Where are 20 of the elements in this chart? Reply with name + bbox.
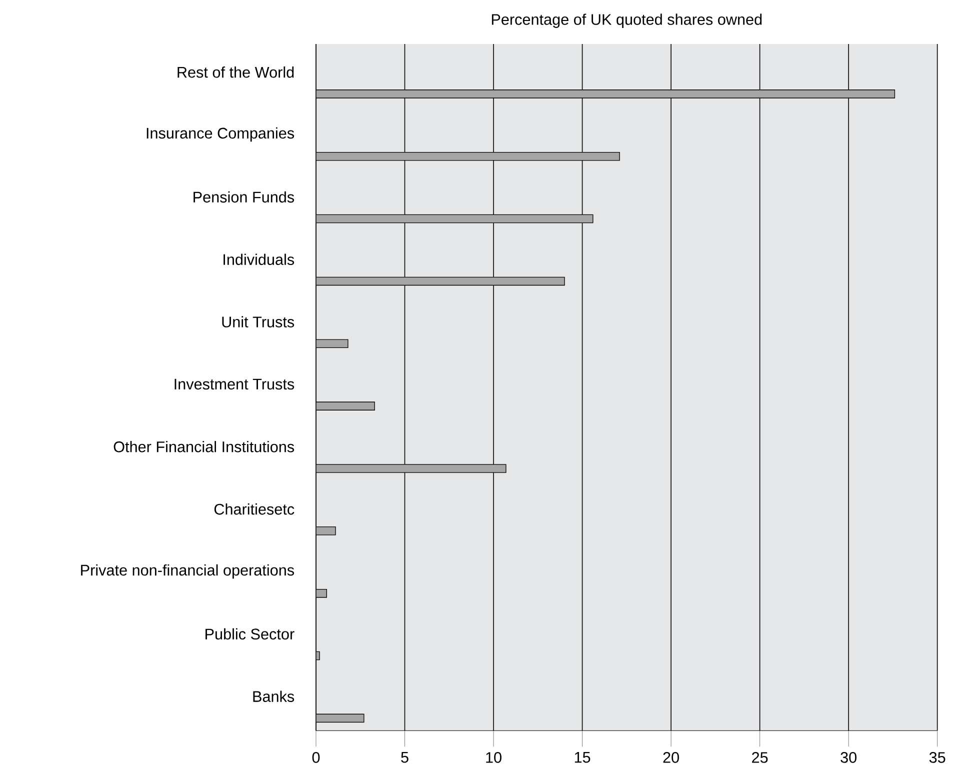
x-tick-label: 5 bbox=[401, 752, 408, 763]
y-tick-label: Individuals bbox=[224, 254, 294, 265]
x-tick-label: 25 bbox=[752, 752, 768, 763]
y-tick-label: Pension Funds bbox=[194, 191, 294, 203]
x-tick-label: 15 bbox=[574, 752, 590, 763]
x-axis-title: Percentage of UK quoted shares owned bbox=[492, 14, 762, 28]
y-tick-label: Rest of the World bbox=[178, 66, 294, 78]
y-tick-label: Unit Trusts bbox=[222, 316, 294, 328]
y-tick-label: Investment Trusts bbox=[174, 378, 294, 390]
y-tick-label: Public Sector bbox=[206, 628, 294, 640]
x-tick-label: 10 bbox=[486, 752, 502, 763]
y-tick-label: Other Financial Institutions bbox=[114, 441, 294, 452]
y-tick-label: Banks bbox=[253, 690, 294, 702]
x-tick-label: 0 bbox=[312, 752, 320, 763]
x-tick-label: 35 bbox=[929, 752, 946, 763]
x-tick-label: 20 bbox=[663, 752, 679, 763]
y-tick-label: Charitiesetc bbox=[214, 503, 294, 515]
y-tick-label: Private non-financial operations bbox=[81, 564, 294, 579]
x-tick-label: 30 bbox=[840, 752, 856, 763]
y-tick-label: Insurance Companies bbox=[146, 127, 294, 142]
